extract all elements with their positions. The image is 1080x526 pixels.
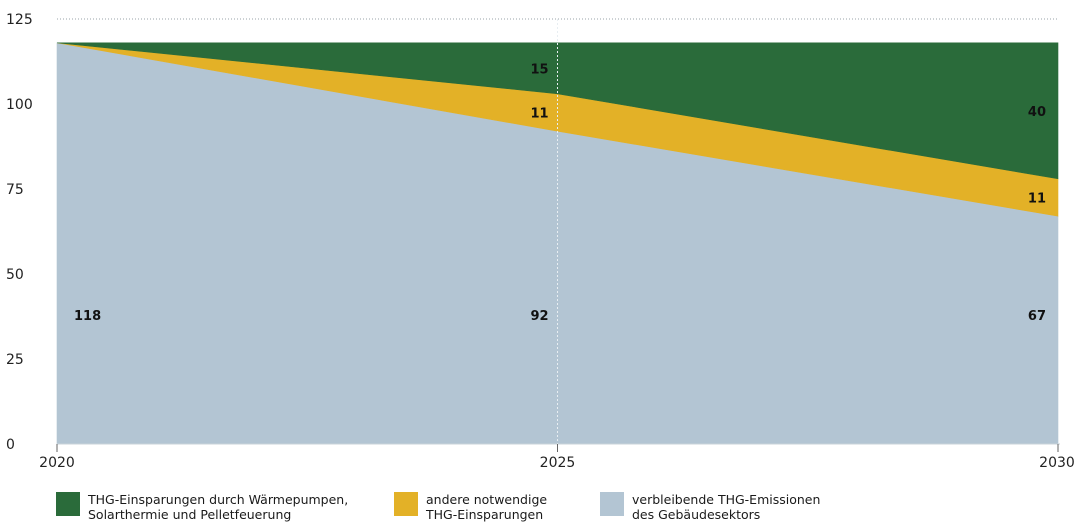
legend: THG-Einsparungen durch Wärmepumpen, Sola… — [0, 480, 1080, 526]
data-label-layer: 118 92 67 11 11 15 40 — [74, 62, 1046, 324]
legend-item-remaining-emissions: verbleibende THG-Emissionen des Gebäudes… — [600, 492, 820, 522]
x-tick-label: 2020 — [39, 455, 75, 471]
y-tick-label: 50 — [6, 267, 24, 283]
y-tick-label: 100 — [6, 97, 33, 113]
data-label: 92 — [530, 309, 548, 324]
data-label: 15 — [530, 62, 548, 77]
data-label: 40 — [1028, 105, 1046, 120]
legend-item-heat-pumps: THG-Einsparungen durch Wärmepumpen, Sola… — [56, 492, 348, 522]
y-tick-label: 0 — [6, 437, 15, 453]
legend-label-other-savings: andere notwendige THG-Einsparungen — [426, 492, 548, 522]
legend-swatch-remaining-emissions — [600, 492, 624, 516]
y-tick-label: 25 — [6, 352, 24, 368]
x-tick-label: 2025 — [540, 455, 576, 471]
legend-swatch-other-savings — [394, 492, 418, 516]
y-tick-label: 75 — [6, 182, 24, 198]
legend-label-remaining-emissions: verbleibende THG-Emissionen des Gebäudes… — [632, 492, 821, 522]
legend-item-other-savings: andere notwendige THG-Einsparungen — [394, 492, 547, 522]
axis-layer: 0 25 50 75 100 125 2020 2025 2030 — [6, 12, 1075, 471]
y-tick-label: 125 — [6, 12, 33, 28]
x-tick-label: 2030 — [1039, 455, 1075, 471]
area-heat-pumps — [56, 42, 1059, 180]
legend-swatch-heat-pumps — [56, 492, 80, 516]
data-label: 118 — [74, 309, 101, 324]
legend-label-heat-pumps: THG-Einsparungen durch Wärmepumpen, Sola… — [88, 492, 349, 522]
data-label: 11 — [1028, 192, 1046, 207]
data-label: 11 — [530, 107, 548, 122]
data-label: 67 — [1028, 309, 1046, 324]
stacked-area-chart: 118 92 67 11 11 15 40 0 25 50 75 100 125 2020 2025 203… — [6, 12, 1075, 471]
area-layer — [56, 19, 1059, 445]
